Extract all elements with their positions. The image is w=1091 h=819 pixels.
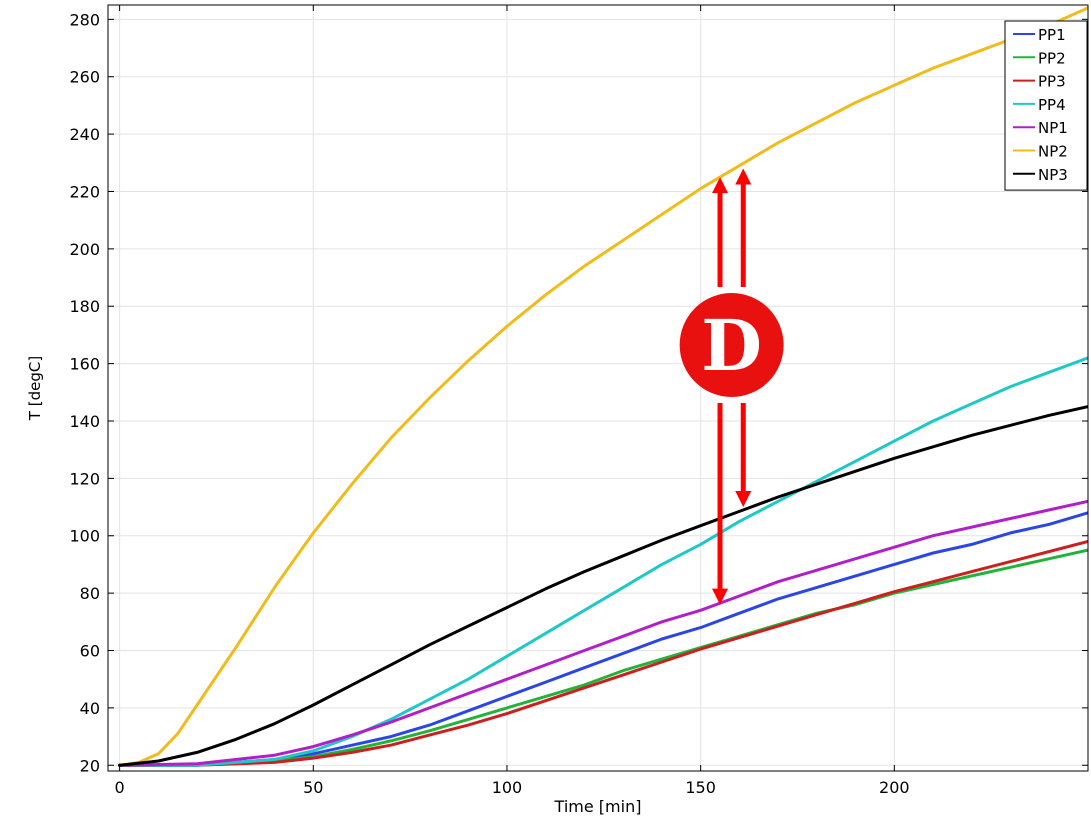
y-tick-label: 240 [69,125,100,144]
annotation-arrow-head-up [712,177,729,194]
y-tick-label: 100 [69,527,100,546]
y-axis-label: T [degC] [26,356,44,421]
y-tick-label: 60 [80,642,100,661]
axis-ticks: 0 50 100 150 200 20 40 60 80 100 120 140 160 180 200 22… [69,5,1088,797]
annotation-arrow-head-up [735,168,752,185]
series-line-np2 [118,6,1088,767]
y-tick-label: 260 [69,68,100,87]
y-tick-label: 220 [69,182,100,201]
legend-label-pp3: PP3 [1038,73,1066,91]
legend-label-pp4: PP4 [1038,96,1066,114]
x-tick-label: 200 [879,778,910,797]
y-tick-label: 160 [69,355,100,374]
legend: PP1 PP2 PP3 PP4 NP1 NP2 NP3 [1004,20,1088,191]
plot-frame [107,4,1089,772]
annotation-badge-circle [679,293,784,397]
annotation-d: D [679,168,784,605]
x-tick-label: 0 [115,778,125,797]
legend-label-pp2: PP2 [1038,49,1066,67]
series-line-pp4 [118,356,1088,767]
legend-box [1004,20,1088,191]
x-axis-label: Time [min] [554,797,642,816]
x-tick-label: 150 [685,778,716,797]
series-layer [118,6,1088,767]
series-line-pp3 [118,540,1088,767]
series-line-np1 [118,499,1088,767]
y-tick-label: 200 [69,240,100,259]
legend-label-pp1: PP1 [1038,26,1066,44]
y-tick-label: 80 [80,584,100,603]
annotation-arrow-head-down [712,588,729,605]
y-tick-label: 20 [80,756,100,775]
x-tick-label: 50 [303,778,323,797]
legend-label-np3: NP3 [1038,166,1068,184]
x-tick-label: 100 [492,778,523,797]
y-tick-label: 140 [69,412,100,431]
annotation-badge-label: D [701,304,762,387]
series-line-pp1 [118,511,1088,767]
legend-label-np2: NP2 [1038,143,1068,161]
y-tick-label: 280 [69,10,100,29]
annotation-arrow-head-down [735,491,752,508]
y-tick-label: 180 [69,297,100,316]
legend-label-np1: NP1 [1038,119,1068,137]
y-tick-label: 120 [69,469,100,488]
y-tick-label: 40 [80,699,100,718]
series-line-pp2 [118,548,1088,767]
grid-lines [108,5,1088,771]
series-line-np3 [118,405,1088,767]
